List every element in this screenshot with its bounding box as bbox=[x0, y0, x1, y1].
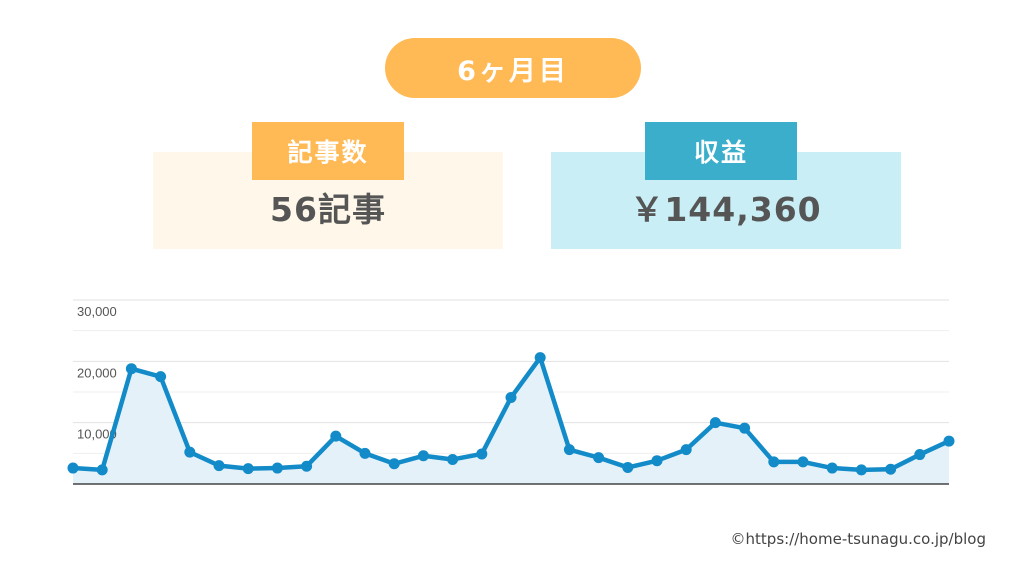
data-point bbox=[447, 453, 459, 465]
data-point bbox=[739, 422, 751, 434]
data-point bbox=[651, 455, 663, 467]
data-point bbox=[359, 447, 371, 459]
data-point bbox=[301, 460, 313, 472]
data-point bbox=[943, 435, 955, 447]
data-point bbox=[505, 392, 517, 404]
articles-stat-box: 56記事 bbox=[153, 152, 503, 249]
data-point bbox=[797, 456, 809, 468]
y-tick-label: 30,000 bbox=[77, 304, 117, 319]
credit-text: ©https://home-tsunagu.co.jp/blog bbox=[730, 530, 986, 548]
data-point bbox=[680, 444, 692, 456]
data-point bbox=[388, 458, 400, 470]
data-point bbox=[593, 452, 605, 464]
articles-label: 記事数 bbox=[252, 122, 404, 180]
data-point bbox=[96, 464, 108, 476]
revenue-value: ￥144,360 bbox=[630, 190, 822, 229]
data-point bbox=[67, 462, 79, 474]
month-label: 6ヶ月目 bbox=[385, 38, 641, 98]
data-point bbox=[476, 448, 488, 460]
data-point bbox=[155, 371, 167, 383]
data-point bbox=[914, 449, 926, 461]
data-point bbox=[184, 446, 196, 458]
data-point bbox=[242, 463, 254, 475]
data-point bbox=[534, 352, 546, 364]
data-point bbox=[622, 461, 634, 473]
revenue-stat-box: ￥144,360 bbox=[551, 152, 901, 249]
data-point bbox=[417, 450, 429, 462]
data-point bbox=[271, 462, 283, 474]
y-tick-label: 20,000 bbox=[77, 365, 117, 380]
y-tick-label: 10,000 bbox=[77, 427, 117, 442]
data-point bbox=[330, 430, 342, 442]
data-point bbox=[855, 464, 867, 476]
data-point bbox=[213, 460, 225, 472]
data-point bbox=[563, 444, 575, 456]
data-point bbox=[125, 363, 137, 375]
data-point bbox=[885, 463, 897, 475]
articles-value: 56記事 bbox=[270, 190, 386, 229]
data-point bbox=[768, 456, 780, 468]
series-area bbox=[73, 357, 949, 484]
data-point bbox=[709, 417, 721, 429]
data-point bbox=[826, 462, 838, 474]
revenue-label: 収益 bbox=[645, 122, 797, 180]
